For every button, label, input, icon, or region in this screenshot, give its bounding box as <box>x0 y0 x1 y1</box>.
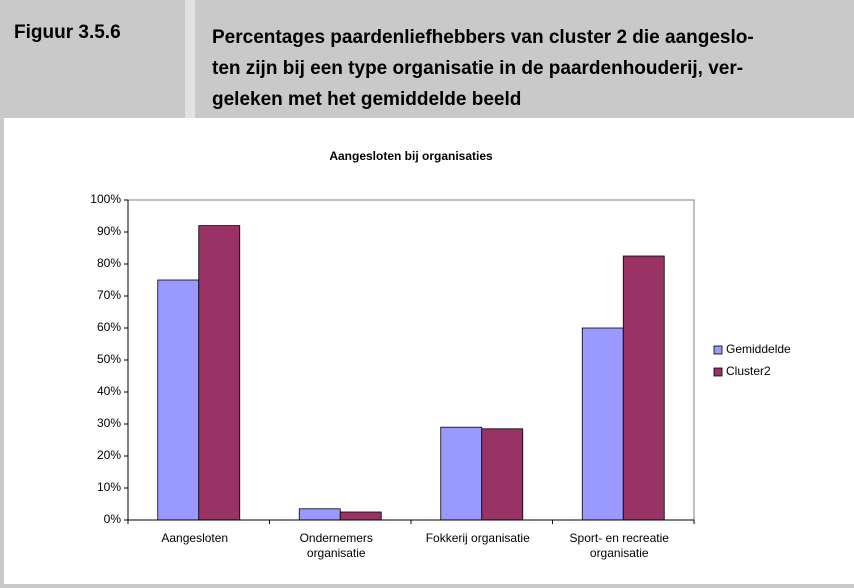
y-tick-label: 10% <box>97 480 121 494</box>
y-tick-label: 40% <box>97 384 121 398</box>
legend-swatch <box>713 345 723 355</box>
bar <box>298 508 341 521</box>
legend-label: Gemiddelde <box>726 342 791 356</box>
bar <box>157 279 200 521</box>
bar <box>198 225 241 521</box>
caption: Percentages paardenliefhebbers van clust… <box>212 22 754 115</box>
chart-title: Aangesloten bij organisaties <box>329 149 493 163</box>
y-tick-label: 0% <box>104 512 122 526</box>
bar <box>581 327 624 521</box>
legend-swatch <box>713 367 723 377</box>
y-tick-label: 60% <box>97 320 121 334</box>
caption-line: ten zijn bij een type organisatie in de … <box>212 58 744 79</box>
caption-line: geleken met het gemiddelde beeld <box>212 89 522 110</box>
bar <box>339 511 382 521</box>
legend-label: Cluster2 <box>726 364 771 378</box>
chart: Aangesloten bij organisaties 0% 10% 20% 30%… <box>0 118 854 588</box>
y-tick-label: 50% <box>97 352 121 366</box>
y-tick-label: 30% <box>97 416 121 430</box>
y-tick-label: 90% <box>97 224 121 238</box>
y-tick-label: 100% <box>90 192 121 206</box>
caption-line: Percentages paardenliefhebbers van clust… <box>212 27 754 48</box>
x-tick-label: Aangesloten <box>161 531 229 545</box>
figure-number: Figuur 3.5.6 <box>14 22 121 43</box>
x-tick-label: Sport- en recreatie organisatie <box>569 531 669 560</box>
x-tick-label: Ondernemers organisatie <box>299 531 373 560</box>
header: Figuur 3.5.6 Percentages paardenliefhebb… <box>0 0 854 118</box>
y-tick-label: 80% <box>97 256 121 270</box>
bar <box>481 428 524 521</box>
bar <box>622 255 665 521</box>
figure-box: Figuur 3.5.6 <box>0 0 195 118</box>
y-tick-label: 70% <box>97 288 121 302</box>
y-tick-label: 20% <box>97 448 121 462</box>
x-tick-label: Fokkerij organisatie <box>425 531 530 545</box>
bar <box>440 426 483 521</box>
